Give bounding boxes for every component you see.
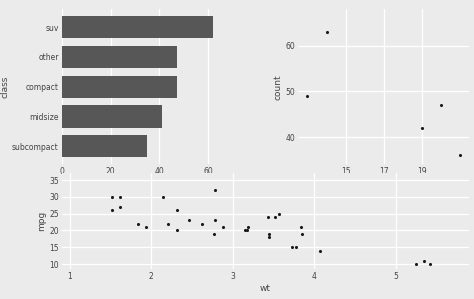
Point (437, 103, 445, 107)
Point (134, 221, 142, 226)
Point (173, 208, 181, 213)
Point (211, 218, 219, 223)
Point (292, 245, 300, 250)
Point (418, 126, 426, 130)
Bar (62, 135, 147, 157)
Point (456, 153, 464, 158)
Point (210, 231, 218, 236)
Point (211, 188, 219, 193)
Point (198, 221, 206, 226)
X-axis label: wt: wt (260, 284, 271, 293)
Point (427, 262, 434, 266)
Point (298, 225, 305, 230)
Point (108, 208, 115, 213)
Point (116, 195, 124, 199)
Point (243, 228, 250, 233)
Point (142, 225, 150, 230)
Point (289, 245, 296, 250)
Point (272, 215, 279, 219)
Y-axis label: mpg: mpg (37, 211, 46, 231)
Point (316, 248, 324, 253)
Point (412, 262, 420, 266)
Point (298, 231, 306, 236)
Point (173, 228, 181, 233)
Point (108, 195, 115, 199)
Point (245, 225, 252, 230)
Y-axis label: class: class (0, 76, 9, 98)
X-axis label: mean_mpg: mean_mpg (358, 179, 409, 188)
Point (241, 228, 249, 233)
Point (265, 235, 273, 239)
Point (323, 29, 330, 34)
Point (164, 221, 172, 226)
Point (159, 195, 166, 199)
Bar (62, 76, 177, 98)
Bar (62, 46, 177, 68)
Point (275, 211, 283, 216)
Point (116, 205, 124, 209)
Point (185, 218, 193, 223)
Bar (62, 16, 213, 38)
Bar (62, 105, 162, 128)
Y-axis label: count: count (273, 74, 283, 100)
Point (219, 225, 227, 230)
Point (265, 231, 273, 236)
Point (420, 258, 428, 263)
X-axis label: count: count (135, 179, 160, 188)
Point (264, 215, 272, 219)
Point (304, 94, 311, 98)
